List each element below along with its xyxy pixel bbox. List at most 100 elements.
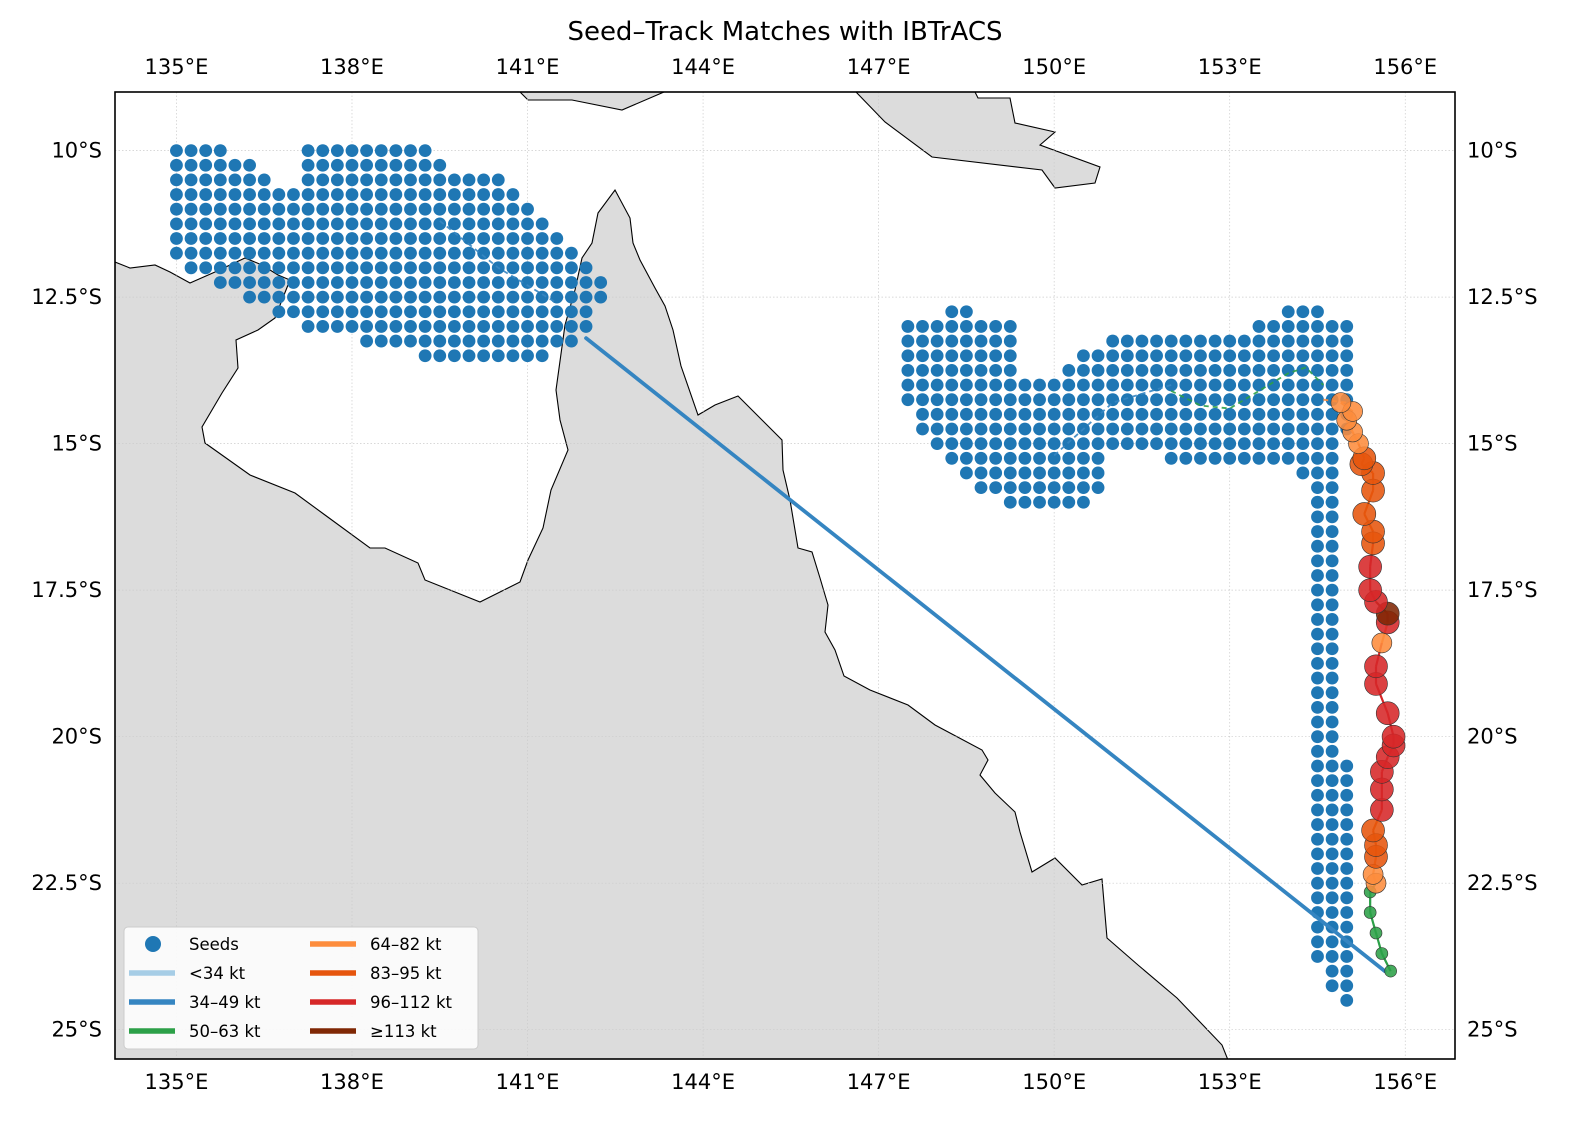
seed-point [1091, 422, 1105, 436]
seed-point [184, 144, 198, 158]
x-tick-label-top: 141°E [496, 55, 560, 79]
seed-point [1311, 876, 1324, 890]
seed-point [1164, 393, 1178, 407]
seed-point [316, 320, 330, 333]
seed-point [462, 173, 476, 187]
seed-point [491, 320, 505, 333]
seed-point [199, 188, 213, 201]
seed-point [345, 202, 359, 216]
seed-point [316, 290, 330, 304]
seed-point [506, 188, 520, 201]
seed-point [1091, 481, 1105, 494]
seed-points [170, 144, 1354, 1007]
seed-point [1340, 788, 1354, 802]
seed-point [1194, 378, 1207, 392]
seed-point [1252, 422, 1266, 436]
seed-point [491, 334, 505, 348]
seed-point [1296, 437, 1310, 451]
seed-point [1267, 378, 1281, 392]
seed-point [1267, 349, 1281, 363]
seed-point [930, 422, 944, 436]
seed-point [535, 246, 549, 260]
seed-point [506, 305, 520, 319]
seed-point [1208, 451, 1222, 465]
seed-point [945, 334, 959, 348]
seed-point [521, 246, 534, 260]
seed-point [360, 202, 374, 216]
seed-point [389, 188, 403, 201]
seed-point [1062, 363, 1076, 377]
seed-point [477, 276, 491, 289]
seed-point [462, 320, 476, 333]
match-line [584, 336, 1387, 973]
seed-point [989, 437, 1003, 451]
seed-point [418, 290, 432, 304]
seed-point [1325, 803, 1339, 817]
seed-point [506, 202, 520, 216]
seed-point [521, 202, 534, 216]
seed-point [1106, 378, 1120, 392]
seed-point [389, 158, 403, 172]
seed-point [1106, 334, 1120, 348]
seed-point [170, 232, 183, 245]
seed-point [184, 261, 198, 275]
seed-point [1311, 598, 1324, 612]
seed-point [287, 188, 300, 201]
seed-point [550, 232, 564, 245]
seed-point [1047, 378, 1061, 392]
weak-track-line [1170, 366, 1324, 410]
seed-point [1325, 818, 1339, 831]
seed-point [243, 217, 256, 231]
seed-point [433, 188, 447, 201]
seed-point [916, 334, 929, 348]
seed-point [404, 320, 417, 333]
seed-point [491, 188, 505, 201]
legend-label: 83–95 kt [370, 964, 442, 983]
seed-point [272, 188, 286, 201]
seed-point [1179, 422, 1193, 436]
seed-point [447, 232, 461, 245]
seed-point [360, 217, 374, 231]
seed-point [330, 246, 344, 260]
seed-point [1077, 378, 1090, 392]
seed-point [1077, 495, 1090, 509]
seed-point [1311, 715, 1324, 729]
seed-point [257, 217, 271, 231]
seed-point [433, 217, 447, 231]
seed-point [930, 393, 944, 407]
seed-point [1194, 422, 1207, 436]
seed-point [1296, 422, 1310, 436]
x-tick-label-bottom: 141°E [496, 1070, 560, 1094]
seed-point [1179, 349, 1193, 363]
seed-point [243, 173, 256, 187]
seed-point [916, 407, 929, 421]
seed-point [506, 334, 520, 348]
seed-point [257, 232, 271, 245]
seed-point [170, 173, 183, 187]
seed-point [1340, 862, 1354, 875]
seed-point [1091, 407, 1105, 421]
seed-point [477, 290, 491, 304]
seed-point [1340, 803, 1354, 817]
seed-point [1252, 407, 1266, 421]
seed-point [316, 261, 330, 275]
seed-point [389, 334, 403, 348]
axis-tick-labels: 135°E 135°E 138°E 138°E 141°E 141°E 144°E 144°E… [31, 55, 1537, 1094]
seed-point [1033, 481, 1046, 494]
seed-point [418, 232, 432, 245]
seed-point [184, 202, 198, 216]
seed-point [477, 202, 491, 216]
seed-point [477, 334, 491, 348]
legend-label: ≥113 kt [370, 1022, 437, 1041]
seed-point [1018, 481, 1032, 494]
seed-point [1062, 422, 1076, 436]
seed-point [316, 217, 330, 231]
seed-point [945, 305, 959, 319]
seed-point [360, 188, 374, 201]
seed-point [374, 158, 388, 172]
seed-point [1267, 393, 1281, 407]
seed-point [418, 334, 432, 348]
seed-point [433, 290, 447, 304]
seed-point [579, 320, 593, 333]
seed-point [565, 261, 578, 275]
